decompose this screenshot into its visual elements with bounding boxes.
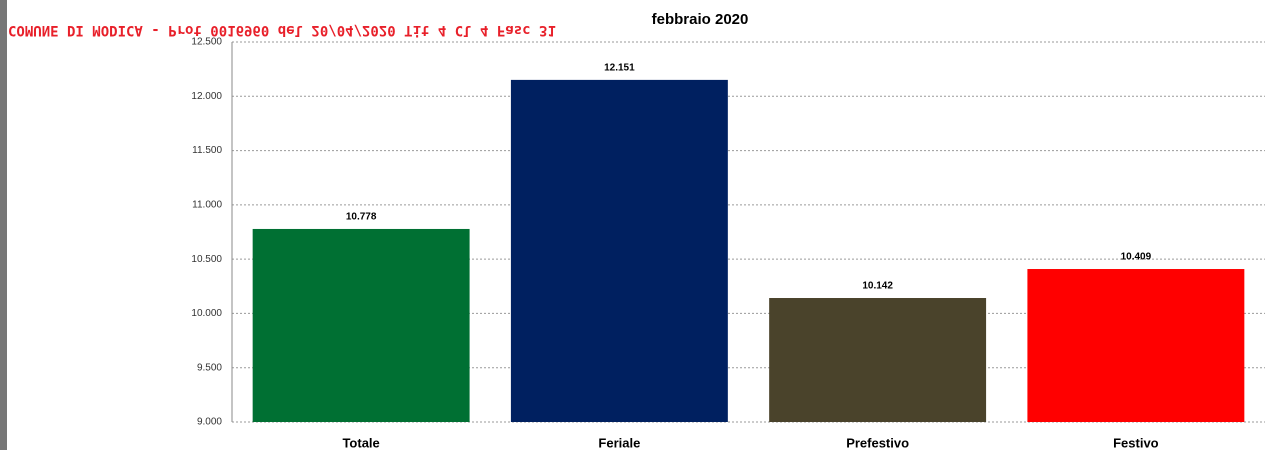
data-label: 10.778	[346, 212, 377, 223]
x-tick-label: Festivo	[1113, 435, 1159, 450]
y-tick-label: 11.000	[192, 199, 222, 210]
y-tick-label: 11.500	[192, 145, 222, 156]
data-label: 10.409	[1121, 252, 1152, 263]
left-border	[0, 0, 7, 450]
y-tick-label: 12.000	[191, 91, 222, 102]
y-tick-label: 9.000	[197, 417, 222, 428]
y-tick-label: 10.500	[191, 254, 222, 265]
bar	[510, 79, 728, 423]
y-tick-label: 9.500	[197, 362, 222, 373]
x-tick-label: Prefestivo	[846, 435, 909, 450]
bar	[252, 228, 470, 422]
x-tick-label: Feriale	[598, 435, 640, 450]
bar	[769, 298, 987, 422]
data-label: 12.151	[604, 63, 635, 74]
y-tick-label: 10.000	[191, 308, 222, 319]
x-tick-label: Totale	[342, 435, 379, 450]
chart-title: febbraio 2020	[652, 11, 749, 28]
data-label: 10.142	[862, 281, 893, 292]
y-tick-label: 12.500	[191, 37, 222, 48]
bar	[1027, 269, 1245, 422]
watermark: COMUNE DI MODICA - Prot 0016960 del 20/0…	[8, 22, 556, 38]
